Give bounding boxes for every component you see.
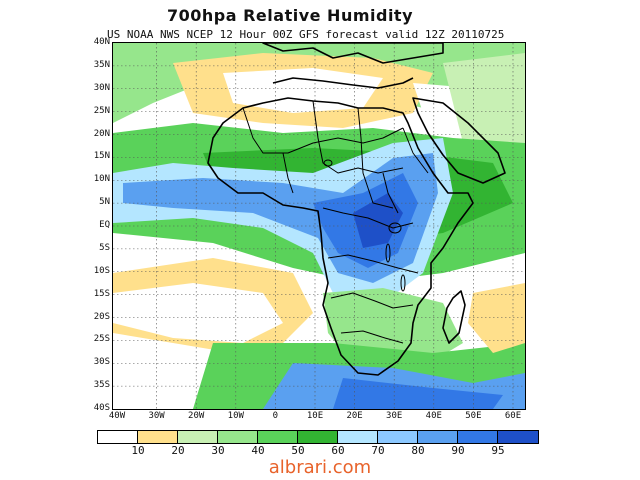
latitude-label: 20S [93,311,110,322]
coastlines [207,43,506,376]
map-subtitle: US NOAA NWS NCEP 12 Hour 00Z GFS forecas… [107,28,505,41]
colorbar-swatch [498,431,538,443]
colorbar-label: 90 [451,444,465,457]
colorbar-label: 95 [491,444,505,457]
lakes [323,159,406,292]
colorbar-swatch [298,431,338,443]
madagascar-coastline [442,290,466,344]
longitude-label: 30E [386,411,403,421]
arabia-coastline [412,97,506,184]
latitude-label: 25N [93,105,110,116]
border-line [327,254,419,274]
colorbar-label: 40 [251,444,265,457]
watermark-text: albrari.com [268,457,372,478]
colorbar-swatch [458,431,498,443]
border-line [402,127,429,174]
humidity-zone-dry-east-indian [468,283,525,353]
border-line [322,207,414,229]
colorbar-label: 20 [171,444,185,457]
latitude-label: 40S [93,403,110,413]
graticule [113,43,525,409]
latitude-label: 15N [93,151,110,162]
longitude-label: 10W [227,411,244,421]
colorbar-swatch [338,431,378,443]
longitude-label: 40E [425,411,442,421]
colorbar-label: 10 [131,444,145,457]
colorbar-label: 80 [411,444,425,457]
border-line [357,107,394,209]
africa-coastline [207,97,474,376]
colorbar-swatch [178,431,218,443]
colorbar-swatch [418,431,458,443]
latitude-label: 40N [93,37,110,47]
longitude-label: 20E [346,411,363,421]
humidity-field [113,43,525,409]
latitude-label: 35N [93,59,110,70]
colorbar-swatch [378,431,418,443]
map-title: 700hpa Relative Humidity [167,6,413,25]
border-line [382,172,399,214]
colorbar-swatch [258,431,298,443]
latitude-label: 30S [93,357,110,368]
border-line [312,100,404,174]
colorbar-swatch [138,431,178,443]
latitude-label: EQ [99,220,110,230]
latitude-label: 20N [93,128,110,139]
border-line [282,152,294,194]
lake-malawi [400,274,406,292]
europe-coastline [262,43,444,64]
longitude-label: 30W [148,411,165,421]
border-line [330,292,414,309]
colorbar-label: 70 [371,444,385,457]
longitude-label: 20W [188,411,205,421]
latitude-label: 25S [93,334,110,345]
latitude-label: 10S [93,265,110,276]
humidity-map [112,42,526,410]
country-borders [242,100,429,344]
border-line [242,107,404,154]
mediterranean-coast [272,77,414,89]
latitude-label: 5N [99,197,110,208]
humidity-zone-white-south-atlantic [113,283,283,343]
colorbar-label: 50 [291,444,305,457]
latitude-label: 15S [93,288,110,299]
humidity-zone-dark-blue-south-band [333,378,503,409]
latitude-label: 5S [99,242,110,253]
colorbar-label: 60 [331,444,345,457]
colorbar-swatch [98,431,138,443]
lake-chad [323,159,333,167]
border-line [340,330,404,344]
longitude-label: 0 [272,411,279,421]
longitude-label: 10E [306,411,324,421]
lake-victoria [388,222,402,234]
colorbar-label: 30 [211,444,225,457]
colorbar-swatch [218,431,258,443]
longitude-label: 40W [108,411,126,421]
lake-tanganyika [385,243,391,263]
humidity-zone-white-sahara [223,68,383,113]
latitude-label: 35S [93,380,110,391]
latitude-label: 30N [93,82,110,93]
longitude-label: 50E [465,411,482,421]
humidity-zone-deep-blue [353,193,403,248]
longitude-label: 60E [504,411,522,421]
colorbar [97,430,539,444]
latitude-label: 10N [93,174,110,185]
